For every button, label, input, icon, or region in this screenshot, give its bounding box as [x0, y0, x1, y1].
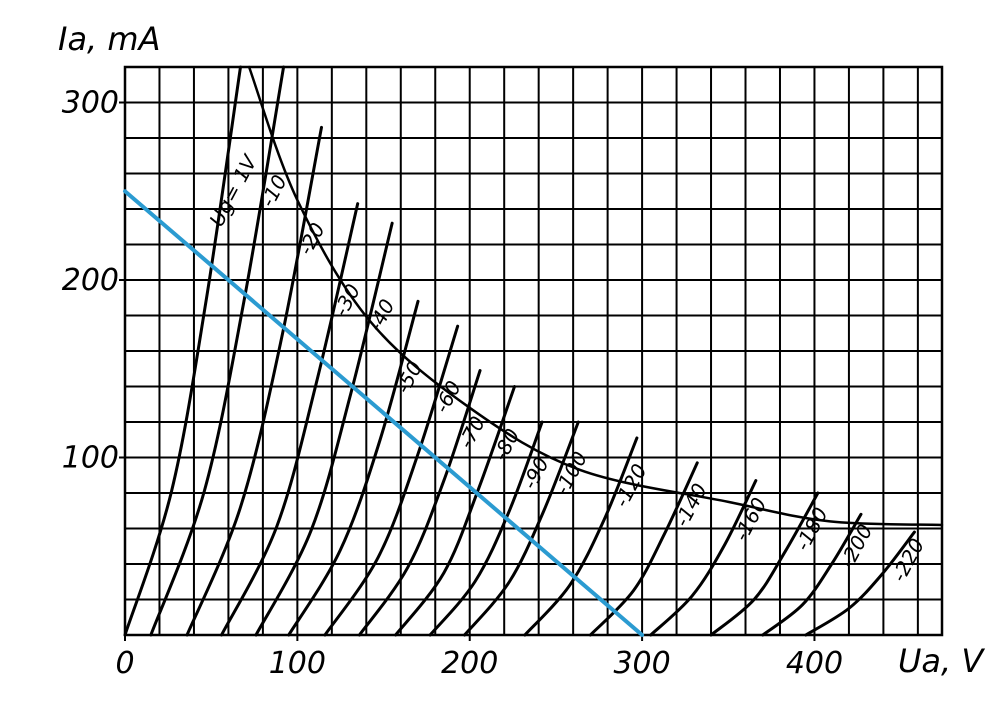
x-axis-title: Ua, V — [898, 642, 985, 680]
y-tick-label: 200 — [62, 263, 119, 298]
characteristic-curve — [149, 65, 286, 637]
characteristic-curve — [185, 125, 323, 637]
curve-label: -80 — [488, 425, 525, 465]
y-axis-title: Ia, mA — [58, 20, 160, 58]
characteristic-curve — [428, 420, 544, 637]
characteristic-curve — [649, 479, 758, 637]
characteristic-curve — [254, 221, 394, 637]
characteristic-curve — [220, 202, 360, 637]
x-tick-label: 200 — [441, 646, 498, 681]
curve-label: Ug= 1V — [204, 150, 262, 230]
x-tick-label: 100 — [269, 646, 326, 681]
plot-frame — [123, 65, 944, 637]
curve-label: -50 — [391, 357, 428, 397]
characteristic-curve — [123, 65, 242, 637]
characteristic-curve — [804, 530, 916, 637]
y-tick-label: 300 — [62, 86, 119, 121]
curve-label: -160 — [729, 494, 772, 545]
characteristic-curve — [761, 512, 863, 637]
x-tick-label: 300 — [613, 646, 670, 681]
load-line — [123, 189, 645, 637]
y-tick-label: 100 — [62, 441, 119, 476]
curve-label: -40 — [363, 295, 400, 335]
characteristic-curve — [287, 299, 420, 637]
curve-label: -90 — [517, 453, 554, 493]
characteristic-curve — [523, 436, 639, 637]
characteristic-curve — [357, 369, 482, 637]
dissipation-curve — [247, 65, 944, 527]
x-tick-label: 0 — [115, 646, 134, 681]
x-tick-label: 400 — [786, 646, 843, 681]
characteristic-curve — [323, 324, 460, 637]
characteristic-curve — [463, 420, 580, 637]
